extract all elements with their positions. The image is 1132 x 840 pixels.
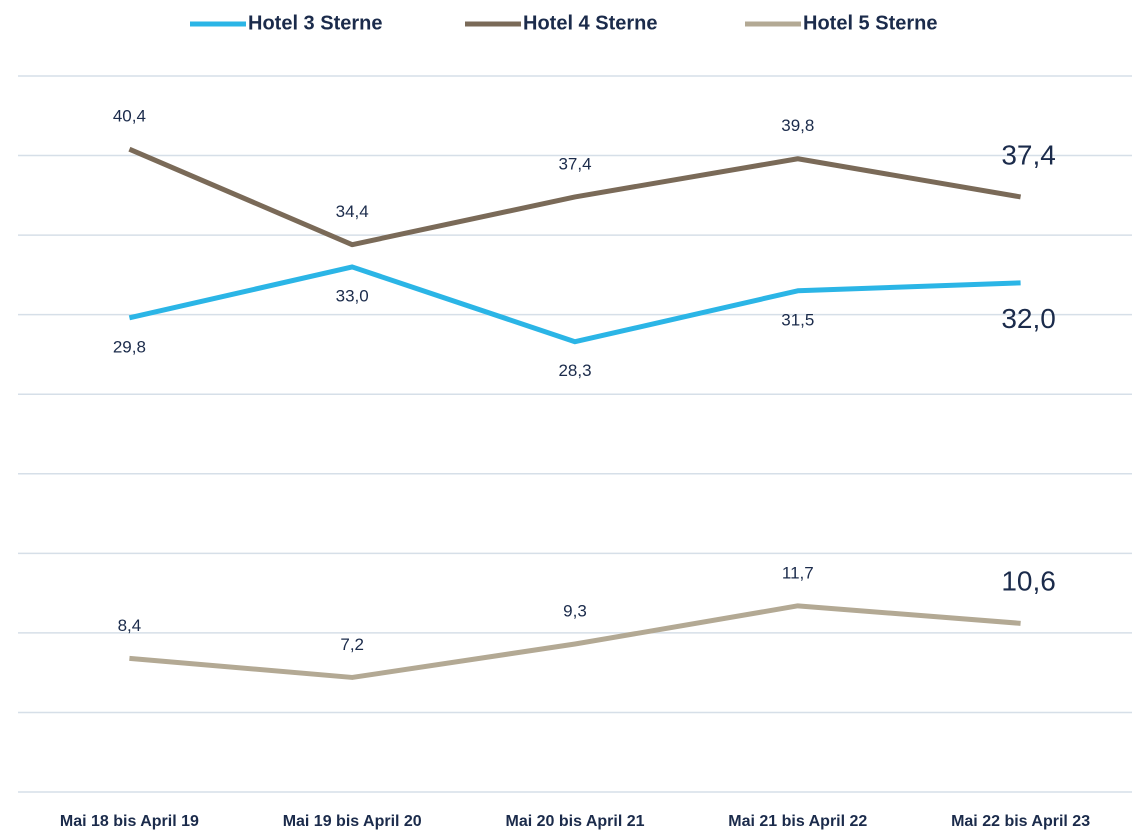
data-label: 37,4 [1001,139,1056,170]
data-label: 34,4 [336,202,369,221]
legend-label: Hotel 4 Sterne [523,12,657,34]
data-label: 11,7 [782,563,814,582]
data-label: 10,6 [1001,566,1056,597]
data-label: 9,3 [563,602,587,621]
x-tick-label: Mai 20 bis April 21 [505,813,644,830]
legend-label: Hotel 5 Sterne [803,12,937,34]
x-tick-label: Mai 22 bis April 23 [951,813,1090,830]
series-line [128,264,1021,345]
x-tick-label: Mai 21 bis April 22 [728,813,867,830]
data-label: 29,8 [113,337,146,356]
data-label: 28,3 [558,361,591,380]
data-label: 37,4 [558,154,591,173]
data-label: 40,4 [113,107,146,126]
x-tick-label: Mai 19 bis April 20 [283,813,422,830]
legend-label: Hotel 3 Sterne [248,12,382,34]
data-label: 31,5 [781,310,814,329]
x-tick-label: Mai 18 bis April 19 [60,813,199,830]
data-label: 33,0 [336,286,369,305]
series-line [128,146,1022,248]
series-line [129,603,1021,680]
data-label: 32,0 [1001,303,1056,334]
data-label: 8,4 [118,616,142,635]
data-label: 7,2 [340,635,364,654]
data-label: 39,8 [781,116,814,135]
